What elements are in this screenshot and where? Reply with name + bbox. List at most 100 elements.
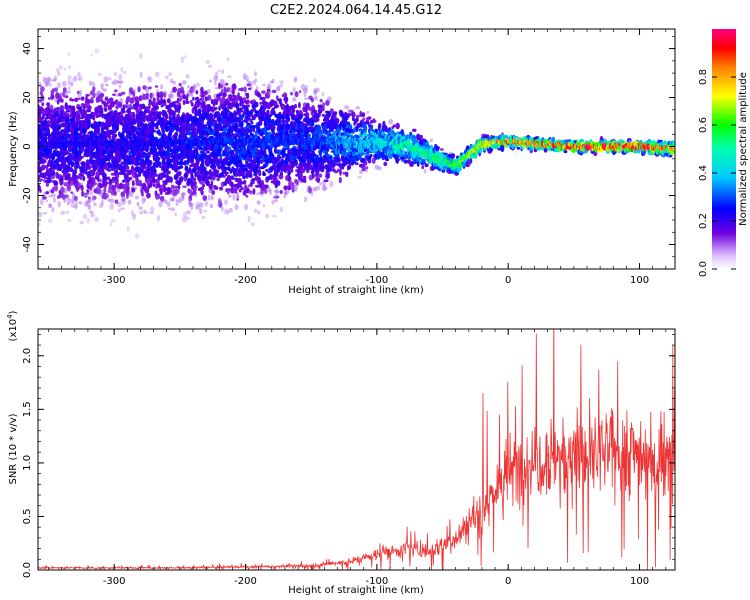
- spectral-mark: [86, 189, 90, 193]
- spectral-mark: [198, 132, 203, 136]
- spectral-mark: [66, 128, 72, 133]
- spectral-mark: [149, 92, 153, 99]
- spectral-mark: [143, 210, 149, 215]
- spectral-mark: [124, 164, 129, 170]
- spectral-core-mark: [65, 140, 69, 148]
- spectral-mark: [275, 104, 280, 108]
- spectral-mark: [182, 99, 186, 105]
- spectral-mark: [147, 105, 151, 109]
- spectral-mark: [101, 199, 104, 207]
- spectral-mark: [67, 219, 72, 222]
- spectral-mark: [192, 85, 196, 88]
- spectral-mark: [109, 222, 113, 227]
- spectral-mark: [193, 185, 198, 189]
- spectral-mark: [46, 102, 50, 107]
- spectral-mark: [75, 176, 81, 180]
- spectral-mark: [256, 210, 261, 215]
- spectral-mark: [181, 196, 185, 202]
- spectrogram-marks: [38, 48, 675, 239]
- spectral-mark: [88, 198, 92, 203]
- spectral-mark: [86, 98, 91, 104]
- spectral-mark: [78, 201, 83, 205]
- spectral-mark: [172, 153, 178, 160]
- spectral-mark: [364, 162, 367, 166]
- spectral-mark: [151, 123, 155, 130]
- spectral-mark: [323, 179, 329, 183]
- spectral-mark: [130, 136, 133, 140]
- spectral-mark: [63, 67, 67, 71]
- spectral-mark: [92, 81, 96, 87]
- spectral-mark: [336, 118, 340, 123]
- spectral-mark: [271, 89, 277, 94]
- spectral-core-mark: [52, 141, 56, 149]
- spectral-mark: [85, 94, 90, 97]
- spectral-mark: [252, 115, 256, 118]
- spectral-mark: [119, 97, 124, 104]
- spectral-mark: [38, 211, 42, 218]
- spectral-mark: [240, 126, 244, 133]
- spectral-mark: [103, 172, 107, 179]
- spectral-mark: [107, 76, 112, 81]
- spectral-mark: [224, 89, 229, 93]
- spectral-mark: [157, 174, 161, 181]
- spectral-mark: [47, 97, 51, 100]
- spectral-mark: [61, 105, 65, 111]
- spectral-mark: [315, 185, 321, 191]
- spectral-mark: [192, 133, 197, 136]
- spectral-mark: [249, 83, 253, 91]
- spectral-mark: [40, 95, 45, 102]
- spectral-mark: [76, 97, 81, 101]
- spectral-mark: [210, 180, 214, 187]
- spectral-mark: [66, 90, 71, 94]
- spectral-mark: [144, 85, 148, 89]
- spectral-mark: [370, 124, 374, 130]
- spectral-mark: [100, 146, 105, 151]
- spectral-mark: [110, 219, 116, 223]
- spectral-mark: [181, 80, 187, 85]
- spectral-mark: [310, 117, 314, 121]
- spectral-mark: [365, 110, 370, 114]
- spectral-mark: [200, 86, 204, 93]
- spectral-mark: [65, 117, 70, 125]
- spectral-mark: [210, 195, 214, 201]
- spectral-mark: [68, 173, 71, 179]
- spectral-core-mark: [107, 140, 111, 147]
- spectral-mark: [180, 56, 185, 63]
- spectral-mark: [170, 78, 174, 84]
- spectral-mark: [108, 135, 112, 141]
- spectral-mark: [163, 135, 168, 142]
- spectral-mark: [115, 173, 120, 179]
- spectral-mark: [292, 87, 296, 93]
- spectral-mark: [142, 85, 147, 90]
- spectral-mark: [190, 86, 194, 92]
- spectral-mark: [63, 188, 68, 194]
- spectral-mark: [66, 167, 71, 173]
- spectral-mark: [177, 189, 181, 195]
- spectral-mark: [74, 203, 78, 210]
- spectral-mark: [190, 174, 194, 180]
- spectral-core-mark: [51, 140, 54, 147]
- spectral-mark: [93, 202, 97, 207]
- spectral-core-mark: [172, 140, 176, 146]
- spectral-mark: [280, 171, 284, 177]
- spectral-mark: [319, 129, 323, 133]
- spectral-mark: [215, 98, 219, 106]
- spectral-mark: [166, 170, 171, 175]
- spectral-core-mark: [194, 139, 198, 147]
- spectral-mark: [312, 78, 317, 83]
- spectral-mark: [298, 90, 302, 94]
- spectral-mark: [70, 161, 75, 166]
- spectral-mark: [156, 214, 161, 222]
- spectral-mark: [130, 97, 136, 102]
- spectral-mark: [147, 152, 151, 158]
- spectral-mark: [120, 198, 125, 203]
- spectral-mark: [107, 198, 112, 202]
- spectral-mark: [269, 151, 273, 158]
- spectral-mark: [190, 206, 194, 211]
- spectral-mark: [185, 216, 190, 220]
- spectral-mark: [308, 153, 313, 157]
- spectral-mark: [67, 79, 71, 86]
- spectral-mark: [143, 209, 146, 213]
- spectral-mark: [203, 90, 208, 96]
- spectral-mark: [132, 213, 136, 217]
